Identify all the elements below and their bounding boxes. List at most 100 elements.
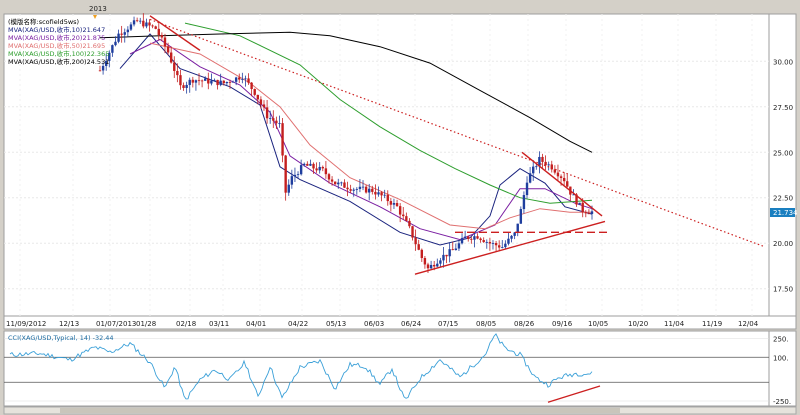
candle-body [238,77,241,80]
candle-body [519,209,523,224]
date-tick-label: 01/07/2013 [96,320,136,328]
candle-body [547,164,550,166]
candle-body [265,107,269,119]
candle-body [268,118,272,119]
trendline-solid [521,151,603,217]
candle-body [253,89,256,95]
cci-title: CCI(XAG/USD,Typical, 14) -32.44 [8,334,114,342]
candle-body [463,236,467,239]
ma-20-line [129,38,593,241]
candle-body [204,78,207,81]
candle-body [340,182,343,184]
candle-body [532,166,535,174]
date-tick-label: 08/26 [514,320,535,328]
candle-body [380,192,383,196]
candle-body [98,70,102,72]
candle-body [488,241,492,244]
candle-body [145,22,148,27]
candle-body [293,174,297,177]
candle-body [194,80,198,83]
candle-body [247,78,250,83]
candle-body [333,181,337,185]
date-tick-label: 11/19 [702,320,722,328]
ma-50-line [149,42,592,230]
candle-body [364,186,368,193]
date-tick-label: 01/28 [136,320,156,328]
candle-body [151,25,154,27]
candle-body [154,26,157,29]
candle-body [460,238,464,244]
candle-body [104,60,108,66]
price-tick-label: 25.00 [773,149,793,157]
candle-body [306,163,309,166]
candle-body [299,165,303,175]
candle-body [169,52,173,63]
candle-body [303,163,306,166]
candle-body [324,168,328,175]
candle-body [228,81,232,83]
candle-body [374,191,377,195]
candle-body [123,32,126,35]
legend-ma10: MVA(XAG/USD,收市,10)21.647 [8,25,105,34]
candle-body [423,258,427,265]
candle-body [309,163,312,166]
candle-body [501,247,504,248]
candle-body [346,187,349,190]
price-tick-label: 17.50 [773,286,793,294]
date-tick-label: 06/03 [364,320,384,328]
date-tick-label: 12/13 [59,320,79,328]
candle-body [562,177,566,182]
candle-body [445,254,448,257]
candle-body [256,94,260,100]
candle-body [355,189,359,190]
trendline-dotted [149,18,766,248]
candle-body [188,79,191,85]
candle-body [368,188,371,193]
candle-body [287,184,290,193]
cci-trendline [547,385,601,403]
year-marker-label: 2013 [89,5,107,13]
current-price-value: 21.734 [773,209,798,217]
candle-body [377,192,380,195]
candle-body [225,81,229,84]
candle-body [222,80,225,84]
candle-body [259,99,263,105]
candle-body [482,240,485,243]
cci-panel[interactable] [3,330,770,407]
candle-body [473,236,476,240]
candle-body [197,80,201,82]
main-plot-area[interactable] [3,13,770,317]
candle-body [497,245,501,248]
candle-body [216,79,219,86]
candle-body [538,156,541,167]
candle-body [479,238,482,241]
date-tick-label: 08/05 [476,320,496,328]
candle-body [132,20,136,25]
candle-body [417,244,420,250]
candle-body [321,166,324,169]
candle-body [516,223,519,233]
date-tick-label: 09/16 [552,320,573,328]
candle-body [349,189,352,191]
candle-body [550,164,553,170]
candle-body [231,81,235,83]
candle-body [411,226,414,238]
scrollbar-thumb[interactable] [60,408,620,413]
candle-body [173,62,176,71]
cci-tick-label: 100. [773,354,789,362]
candle-body [219,80,222,86]
candle-body [166,46,170,53]
candle-body [114,41,117,46]
ma-100-line [184,22,593,204]
candle-body [513,232,516,236]
cci-axis [768,330,797,407]
date-tick-label: 07/15 [438,320,458,328]
candle-body [139,20,142,22]
candle-body [284,155,287,193]
cci-tick-label: -250. [773,398,791,406]
candle-body [575,194,578,205]
candle-body [581,202,584,213]
ma-200-line [99,31,593,153]
